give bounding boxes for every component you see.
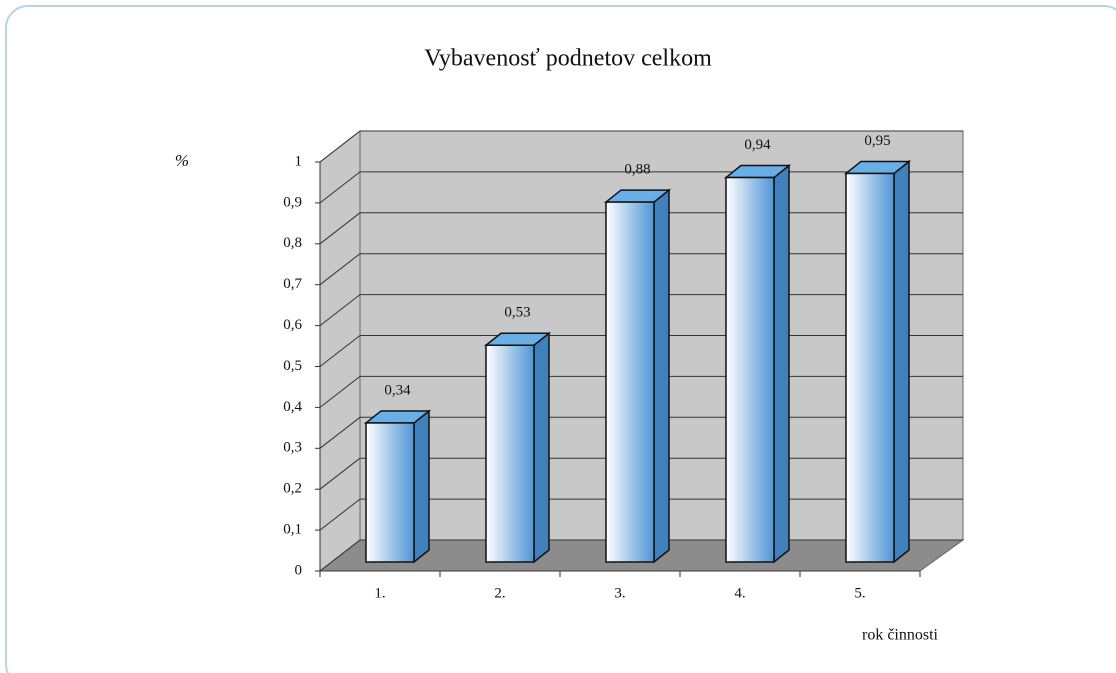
- bar-side: [533, 331, 550, 564]
- grid-line: [319, 212, 361, 245]
- grid-line: [319, 376, 361, 408]
- bar: [605, 201, 655, 563]
- x-tick-label: 3.: [614, 585, 625, 601]
- y-tick-label: 0,3: [283, 440, 302, 456]
- x-axis-label: rok činnosti: [862, 627, 939, 644]
- y-axis-label: %: [175, 151, 189, 170]
- y-tick-label: 0,2: [283, 481, 302, 497]
- value-label: 0,34: [384, 382, 411, 398]
- y-tick-label: 1: [295, 153, 303, 169]
- grid-line: [319, 130, 361, 163]
- grid-line: [319, 457, 361, 490]
- value-label: 0,53: [504, 305, 530, 321]
- grid-line: [319, 416, 361, 449]
- value-label: 0,94: [744, 137, 771, 153]
- y-tick-label: 0,5: [283, 358, 302, 374]
- grid-line: [319, 171, 361, 204]
- chart-title: Vybavenosť podnetov celkom: [424, 46, 712, 72]
- bar: [365, 422, 415, 563]
- x-tick-label: 2.: [494, 585, 505, 601]
- value-label: 0,88: [624, 162, 650, 178]
- bar: [725, 176, 775, 563]
- y-tick-label: 0,4: [283, 399, 302, 415]
- bar: [485, 344, 535, 563]
- y-tick-label: 0,9: [283, 194, 302, 210]
- y-tick-label: 0,6: [283, 317, 302, 333]
- grid-line: [319, 335, 361, 367]
- bar-side: [773, 163, 790, 564]
- grid-line: [319, 253, 361, 286]
- bar-side: [653, 188, 670, 564]
- grid-line: [319, 498, 361, 531]
- y-tick-label: 0,8: [283, 235, 302, 251]
- x-tick-label: 5.: [854, 585, 865, 601]
- bar: [845, 172, 895, 563]
- value-label: 0,95: [864, 133, 890, 149]
- x-tick-label: 1.: [374, 585, 385, 601]
- grid-line: [319, 539, 361, 572]
- grid-line: [319, 294, 361, 326]
- bar-side: [413, 409, 430, 564]
- x-tick-label: 4.: [734, 585, 745, 601]
- y-tick-label: 0,1: [283, 522, 302, 538]
- bar-side: [893, 159, 910, 564]
- y-tick-label: 0: [295, 562, 303, 578]
- y-tick-label: 0,7: [283, 276, 302, 292]
